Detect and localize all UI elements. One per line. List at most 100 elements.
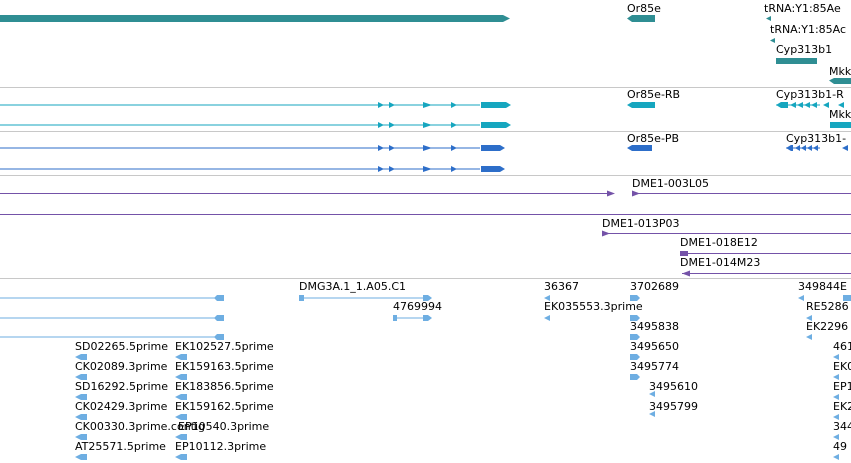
cds-exon xyxy=(807,145,812,151)
track-separator xyxy=(0,175,851,176)
est-label-ek159163[interactable]: EK159163.5prime xyxy=(175,360,274,373)
gene-mkk xyxy=(829,78,851,84)
est-label-3495774[interactable]: 3495774 xyxy=(630,360,679,373)
est-ep10540 xyxy=(175,434,187,440)
clone-start-marker xyxy=(602,230,610,237)
est-ek102527 xyxy=(175,354,187,360)
est-label-sd02265[interactable]: SD02265.5prime xyxy=(75,340,168,353)
est-label-ek0[interactable]: EK0 xyxy=(833,360,851,373)
est-label-ck02429[interactable]: CK02429.3prime xyxy=(75,400,168,413)
transcript-mkk xyxy=(830,122,851,128)
clone-label-dme1-013p03[interactable]: DME1-013P03 xyxy=(602,217,680,230)
clone-label-dme1-018e12[interactable]: DME1-018E12 xyxy=(680,236,758,249)
est-label-36367[interactable]: 36367 xyxy=(544,280,579,293)
cds-exon xyxy=(451,145,457,151)
est-block xyxy=(393,315,397,321)
est-label-349844e[interactable]: 349844E xyxy=(798,280,847,293)
est-label-461[interactable]: 461 xyxy=(833,340,851,353)
transcript-label-cyp313b1-r[interactable]: Cyp313b1-R xyxy=(776,88,844,101)
est-label-3495610[interactable]: 3495610 xyxy=(649,380,698,393)
est-label-ep10112[interactable]: EP10112.3prime xyxy=(175,440,267,453)
est-49 xyxy=(833,454,839,460)
est-label-ek035553[interactable]: EK035553.3prime xyxy=(544,300,643,313)
transcript-exon xyxy=(481,122,511,128)
est-ek035553 xyxy=(544,315,550,321)
clone-start-marker xyxy=(682,270,690,277)
clone-track: DME1-003L05 DME1-013P03 DME1-018E12 DME1… xyxy=(0,176,851,278)
transcript-exon xyxy=(389,102,395,108)
gene-bar xyxy=(0,15,503,22)
transcript-exon xyxy=(838,102,844,108)
cds-exon xyxy=(813,145,818,151)
gene-trna-y1-85ae xyxy=(766,16,771,21)
cds-exon xyxy=(423,166,432,172)
transcript-exon xyxy=(423,102,432,108)
transcript-exon xyxy=(451,102,457,108)
est-ek2296 xyxy=(806,334,812,340)
est-ek2 xyxy=(833,414,839,420)
est-label-3495799[interactable]: 3495799 xyxy=(649,400,698,413)
est-label-ek2[interactable]: EK2 xyxy=(833,400,851,413)
est-ek159162 xyxy=(175,414,187,420)
clone-end-marker xyxy=(607,190,615,197)
gene-track: Or85e tRNA:Y1:85Ae tRNA:Y1:85Ac Cyp313b1… xyxy=(0,0,851,87)
clone-label-dme1-014m23[interactable]: DME1-014M23 xyxy=(680,256,761,269)
polypeptide-track: Or85e-PB Cyp313b1- xyxy=(0,132,851,175)
est-label-ck02089[interactable]: CK02089.3prime xyxy=(75,360,168,373)
est-at25571 xyxy=(75,454,87,460)
est-glyphs xyxy=(0,295,851,460)
gene-label-trna-y1-85ac[interactable]: tRNA:Y1:85Ac xyxy=(770,23,847,36)
est-sd16292 xyxy=(75,394,87,400)
est-label-dmg3a[interactable]: DMG3A.1_1.A05.C1 xyxy=(299,280,407,293)
gene-label-or85e[interactable]: Or85e xyxy=(627,2,661,15)
est-label-ek183856[interactable]: EK183856.5prime xyxy=(175,380,274,393)
est-3495838 xyxy=(630,334,640,340)
cds-exon xyxy=(389,145,395,151)
cds-exon xyxy=(451,166,457,172)
transcript-exon xyxy=(811,102,817,108)
clone-label-dme1-003l05[interactable]: DME1-003L05 xyxy=(632,177,709,190)
est-ck02089 xyxy=(75,374,87,380)
est-label-ek159162[interactable]: EK159162.5prime xyxy=(175,400,274,413)
est-label-ep10540[interactable]: EP10540.3prime xyxy=(178,420,270,433)
est-3495610 xyxy=(649,391,655,397)
transcript-label-or85e-rb[interactable]: Or85e-RB xyxy=(627,88,681,101)
gene-label-cyp313b1[interactable]: Cyp313b1 xyxy=(776,43,833,56)
transcript-exon xyxy=(378,102,384,108)
est-label-3495838[interactable]: 3495838 xyxy=(630,320,679,333)
polypeptide-label-or85e-pb[interactable]: Or85e-PB xyxy=(627,132,680,145)
cds-exon xyxy=(423,145,432,151)
est-label-re5286[interactable]: RE5286 xyxy=(806,300,849,313)
transcript-exon xyxy=(823,102,829,108)
gene-or85e xyxy=(627,15,655,22)
gene-cyp313b1 xyxy=(776,58,817,64)
clone-start-marker xyxy=(632,190,640,197)
est-label-344[interactable]: 344 xyxy=(833,420,851,433)
clone-start-marker xyxy=(680,251,688,256)
est-3495799 xyxy=(649,411,655,417)
est-label-3702689[interactable]: 3702689 xyxy=(630,280,679,293)
polypeptide-label-cyp313b1[interactable]: Cyp313b1- xyxy=(786,132,847,145)
gene-glyphs xyxy=(0,15,851,84)
transcript-label-mkk[interactable]: Mkk xyxy=(829,108,851,121)
gene-trna-y1-85ac xyxy=(770,38,775,43)
est-label-ek2296[interactable]: EK2296 xyxy=(806,320,849,333)
est-col-block xyxy=(630,315,640,321)
est-block xyxy=(214,295,224,301)
est-label-ek102527[interactable]: EK102527.5prime xyxy=(175,340,274,353)
est-label-at25571[interactable]: AT25571.5prime xyxy=(75,440,166,453)
est-label-ep1[interactable]: EP1 xyxy=(833,380,851,393)
est-3702689 xyxy=(630,295,640,301)
est-ck00330 xyxy=(75,434,87,440)
gene-label-trna-y1-85ae[interactable]: tRNA:Y1:85Ae xyxy=(764,2,841,15)
est-label-4769994[interactable]: 4769994 xyxy=(393,300,442,313)
transcript-track: Or85e-RB Cyp313b1-R Mkk xyxy=(0,88,851,131)
est-label-sd16292[interactable]: SD16292.5prime xyxy=(75,380,168,393)
est-label-49[interactable]: 49 xyxy=(833,440,847,453)
est-label-3495650[interactable]: 3495650 xyxy=(630,340,679,353)
gene-label-mkk[interactable]: Mkk xyxy=(829,65,851,78)
est-block xyxy=(299,295,304,301)
est-sd02265 xyxy=(75,354,87,360)
est-label-ck00330[interactable]: CK00330.3prime.contig xyxy=(75,420,206,433)
